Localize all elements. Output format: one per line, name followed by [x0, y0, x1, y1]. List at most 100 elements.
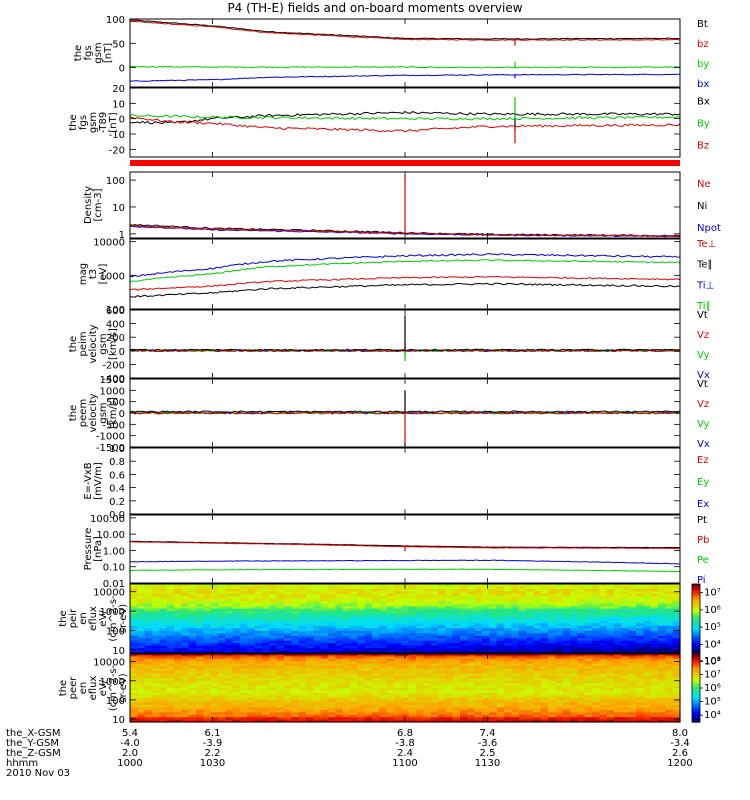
spectrogram-cell	[357, 712, 366, 716]
spectrogram-cell	[254, 695, 263, 699]
spectrogram-cell	[577, 603, 586, 607]
spectrogram-cell	[232, 635, 241, 639]
spectrogram-cell	[364, 638, 373, 642]
spectrogram-cell	[181, 661, 190, 665]
colorbar-cell	[692, 676, 700, 679]
spectrogram-cell	[225, 714, 234, 718]
spectrogram-cell	[210, 648, 219, 652]
spectrogram-cell	[159, 620, 168, 625]
spectrogram-cell	[247, 623, 256, 627]
spectrogram-cell	[533, 661, 542, 665]
spectrogram-cell	[342, 692, 351, 696]
spectrogram-cell	[196, 654, 204, 658]
spectrogram-cell	[401, 702, 410, 706]
spectrogram-cell	[474, 700, 483, 704]
spectrogram-cell	[166, 692, 175, 696]
spectrogram-cell	[482, 695, 490, 699]
spectrogram-cell	[357, 606, 366, 610]
panel-frame	[129, 18, 681, 88]
spectrogram-cell	[254, 645, 263, 649]
spectrogram-cell	[628, 623, 637, 627]
spectrogram-cell	[548, 709, 556, 713]
spectrogram-cell	[658, 678, 666, 682]
spectrogram-cell	[474, 705, 483, 709]
spectrogram-cell	[254, 588, 263, 592]
spectrogram-cell	[364, 618, 373, 622]
spectrogram-cell	[628, 603, 637, 607]
spectrogram-cell	[658, 635, 666, 639]
spectrogram-cell	[364, 584, 373, 588]
spectrogram-cell	[416, 685, 424, 689]
spectrogram-cell	[614, 683, 622, 687]
spectrogram-cell	[489, 618, 498, 622]
spectrogram-cell	[555, 685, 564, 689]
spectrogram-cell	[658, 675, 666, 679]
spectrogram-cell	[408, 668, 417, 672]
spectrogram-cell	[335, 692, 344, 696]
spectrogram-cell	[357, 620, 366, 625]
spectrogram-cell	[658, 702, 666, 706]
spectrogram-cell	[166, 697, 175, 701]
spectrogram-cell	[643, 593, 652, 597]
spectrogram-cell	[467, 591, 476, 595]
spectrogram-cell	[298, 606, 307, 610]
spectrogram-cell	[636, 717, 644, 721]
spectrogram-cell	[262, 688, 270, 692]
spectrogram-cell	[357, 630, 366, 634]
spectrogram-cell	[320, 596, 329, 600]
spectrogram-cell	[621, 678, 630, 682]
spectrogram-cell	[232, 692, 241, 696]
spectrogram-cell	[584, 661, 593, 665]
spectrogram-cell	[269, 671, 278, 675]
spectrogram-cell	[240, 638, 248, 642]
spectrogram-cell	[218, 673, 226, 677]
spectrogram-cell	[320, 633, 329, 637]
spectrogram-cell	[621, 608, 630, 612]
spectrogram-cell	[650, 702, 659, 706]
spectrogram-cell	[643, 663, 652, 667]
spectrogram-cell	[540, 673, 549, 677]
spectrogram-cell	[328, 707, 336, 711]
spectrogram-cell	[570, 613, 578, 617]
spectrogram-cell	[203, 588, 212, 592]
spectrogram-cell	[269, 690, 278, 694]
spectrogram-cell	[188, 661, 197, 665]
spectrogram-cell	[628, 719, 637, 723]
spectrogram-cell	[386, 690, 395, 694]
spectrogram-cell	[489, 598, 498, 602]
spectrogram-cell	[210, 645, 219, 649]
spectrogram-cell	[357, 673, 366, 677]
spectrogram-cell	[159, 628, 168, 632]
spectrogram-cell	[181, 705, 190, 709]
spectrogram-cell	[166, 650, 175, 654]
spectrogram-cell	[188, 584, 197, 588]
spectrogram-cell	[232, 586, 241, 590]
spectrogram-cell	[181, 717, 190, 721]
spectrogram-cell	[636, 656, 644, 660]
spectrogram-cell	[350, 593, 358, 597]
y-axis-label-line: [km/s]	[108, 328, 119, 360]
spectrogram-cell	[386, 630, 395, 634]
spectrogram-cell	[247, 608, 256, 612]
spectrogram-cell	[636, 593, 644, 597]
spectrogram-cell	[276, 591, 285, 595]
spectrogram-cell	[372, 678, 380, 682]
spectrogram-cell	[335, 640, 344, 644]
spectrogram-cell	[636, 692, 644, 696]
spectrogram-cell	[394, 700, 402, 704]
spectrogram-cell	[386, 675, 395, 679]
spectrogram-cell	[306, 685, 314, 689]
spectrogram-cell	[181, 588, 190, 592]
spectrogram-cell	[672, 654, 681, 658]
spectrogram-cell	[218, 654, 226, 658]
spectrogram-cell	[592, 645, 600, 649]
spectrogram-cell	[137, 712, 146, 716]
spectrogram-cell	[562, 714, 571, 718]
spectrogram-cell	[614, 638, 622, 642]
spectrogram-cell	[225, 640, 234, 644]
colorbar-cell	[692, 627, 700, 630]
spectrogram-cell	[526, 717, 534, 721]
spectrogram-cell	[196, 630, 204, 634]
spectrogram-cell	[438, 688, 446, 692]
